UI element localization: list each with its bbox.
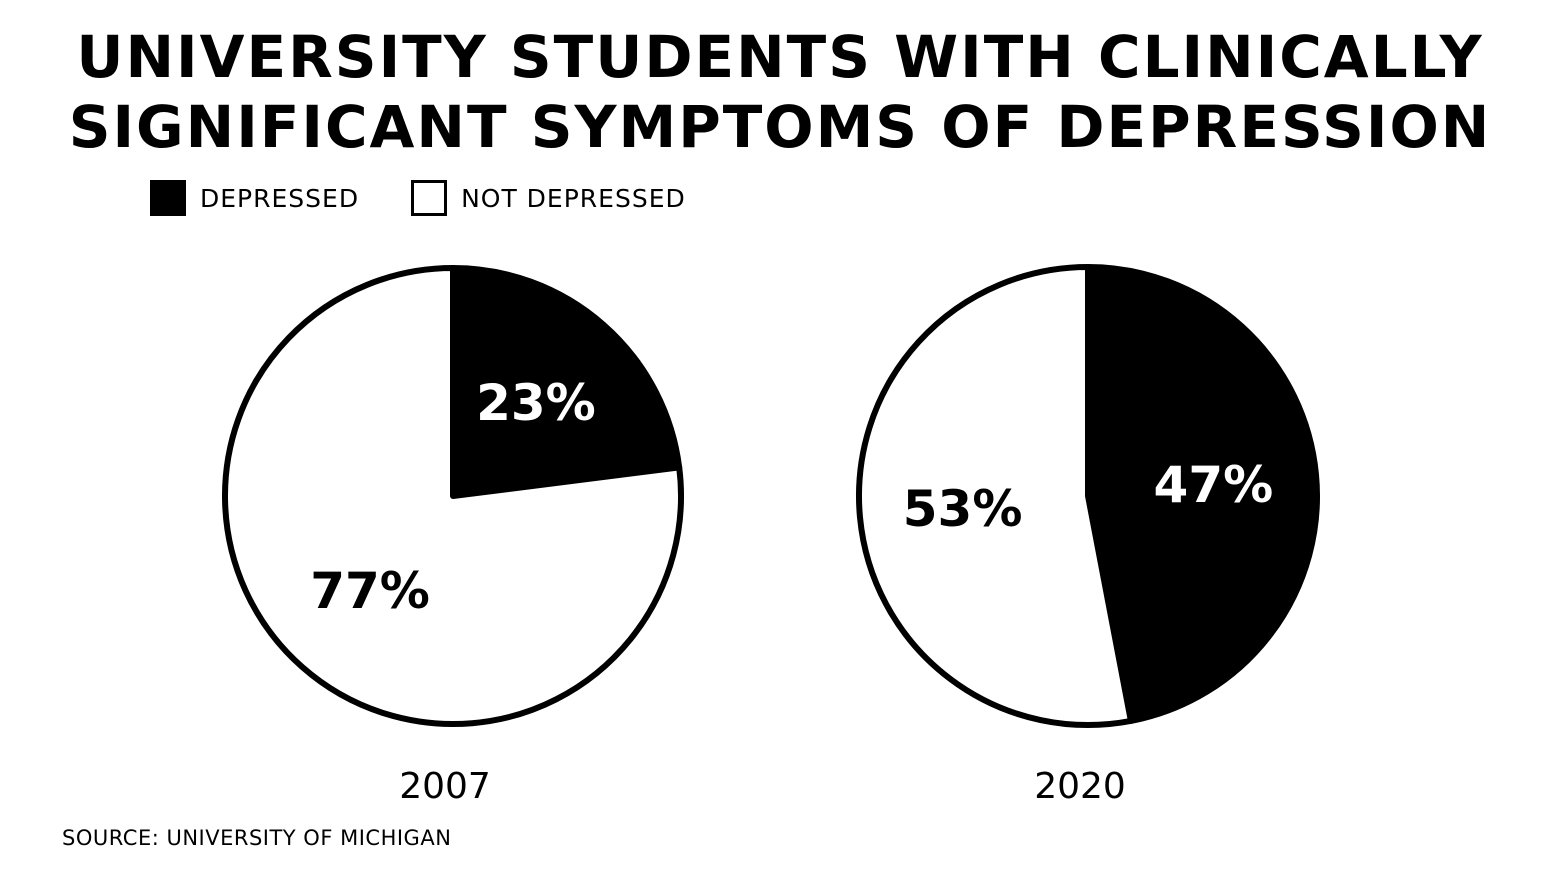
legend-item-not-depressed: NOT DEPRESSED (411, 180, 686, 216)
source-note: SOURCE: UNIVERSITY OF MICHIGAN (62, 826, 452, 850)
pie-year-label-2007: 2007 (399, 766, 491, 807)
legend-item-depressed: DEPRESSED (150, 180, 359, 216)
pie-slice-2020-not-depressed (856, 264, 1134, 728)
pie-year-label-2020: 2020 (1034, 766, 1126, 807)
pie-slice-2007-depressed (450, 265, 683, 499)
pie-label-2007-not-depressed: 77% (310, 562, 430, 620)
pie-label-2020-depressed: 47% (1154, 456, 1274, 514)
pie-label-2020-not-depressed: 53% (903, 480, 1023, 538)
pie-slice-2020-depressed (1085, 264, 1320, 724)
legend-swatch-not-depressed (411, 180, 448, 216)
legend-label-not-depressed: NOT DEPRESSED (461, 183, 686, 213)
chart-title-line-2: SIGNIFICANT SYMPTOMS OF DEPRESSION (68, 93, 1492, 161)
legend-swatch-depressed (150, 180, 186, 216)
chart-title: UNIVERSITY STUDENTS WITH CLINICALLY SIGN… (0, 22, 1560, 162)
legend: DEPRESSED NOT DEPRESSED (150, 178, 738, 218)
chart-title-line-1: UNIVERSITY STUDENTS WITH CLINICALLY (76, 23, 1484, 91)
pie-label-2007-depressed: 23% (476, 374, 596, 432)
pie-slice-2007-not-depressed (222, 265, 684, 727)
legend-label-depressed: DEPRESSED (200, 183, 360, 213)
